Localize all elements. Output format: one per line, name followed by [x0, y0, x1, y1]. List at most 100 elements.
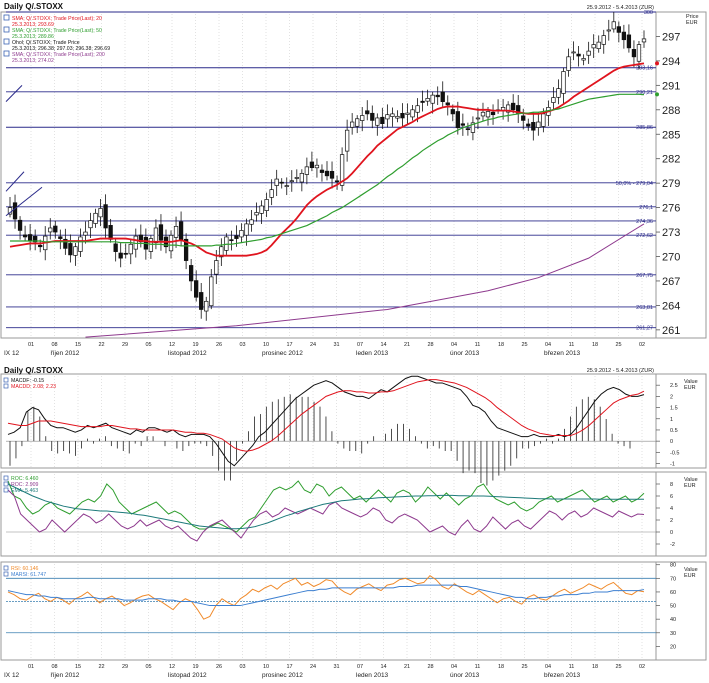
candle-body [561, 71, 566, 94]
candle-body [38, 244, 43, 248]
series-line [7, 379, 645, 452]
candle-body [148, 238, 154, 252]
candle-body [22, 234, 28, 238]
x-tick-label: 24 [310, 664, 316, 670]
legend-icon [3, 377, 9, 383]
candle-body [199, 292, 204, 310]
y-tick-label: 285 [662, 129, 680, 141]
candle-body [88, 220, 93, 229]
level-label: 285,86 [636, 125, 653, 131]
y-tick-label: 8 [670, 482, 673, 488]
panel-frame-price [0, 11, 707, 339]
panel-title: Daily Q/.STOXX [4, 2, 64, 11]
trend-line [5, 171, 25, 192]
level-label: 261,27 [636, 326, 653, 332]
candle-body [314, 164, 320, 169]
candle-body [254, 212, 259, 216]
candle-body [455, 111, 460, 129]
candle-body [128, 243, 133, 255]
x-tick-label: 04 [545, 342, 551, 348]
y-unit-label: Value [684, 477, 698, 483]
x-tick-label: 25 [615, 342, 621, 348]
series-line [7, 489, 645, 542]
legend-entry: MARSI: 61.747 [11, 572, 46, 578]
candle-body [350, 121, 355, 128]
candle-body [214, 260, 219, 275]
candle-body [304, 166, 310, 175]
candle-body [178, 221, 184, 241]
candle-body [556, 88, 561, 98]
candle-body [415, 105, 420, 113]
x-tick-label: 03 [239, 342, 245, 348]
x-tick-label: 10 [263, 664, 269, 670]
x-tick-label: 04 [451, 342, 457, 348]
candle-body [405, 112, 410, 115]
x-tick-label: 24 [310, 342, 316, 348]
legend-entry: SMA; Q/.STOXX; Trade Price(Last); 20 [12, 16, 102, 22]
y-tick-label: 276 [662, 203, 680, 215]
x-tick-label: 26 [216, 342, 222, 348]
candle-body [319, 169, 325, 173]
trend-line [5, 186, 43, 217]
panel-frame-macd [0, 373, 707, 469]
y-tick-label: 291 [662, 80, 680, 92]
candle-body [93, 212, 98, 224]
candle-body [375, 117, 380, 126]
candle-body [526, 123, 531, 127]
legend-icon [3, 383, 9, 389]
candle-body [576, 53, 581, 57]
series-line [7, 574, 645, 620]
candle-body [400, 112, 405, 119]
candle-body [284, 185, 289, 187]
x-tick-label: 18 [592, 664, 598, 670]
candle-body [334, 180, 340, 183]
y-tick-label: 0.5 [670, 428, 678, 434]
legend-entry: RSI: 60.146 [11, 566, 39, 572]
legend-entry: ROC: 6.460 [11, 476, 39, 482]
x-tick-label: 25 [615, 664, 621, 670]
legend-entry: MACDF: -0.15 [11, 378, 44, 384]
sma-icon [3, 26, 10, 33]
candle-body [309, 161, 315, 169]
x-tick-label: 17 [286, 342, 292, 348]
candle-body [566, 56, 571, 71]
x-tick-label: 02 [639, 342, 645, 348]
candle-body [425, 98, 430, 102]
level-label: 263,81 [636, 305, 653, 311]
candle-body [370, 112, 375, 121]
candle-body [17, 219, 23, 231]
candle-body [616, 26, 621, 33]
candle-body [531, 122, 536, 131]
candle-body [68, 243, 73, 256]
x-tick-label: 15 [75, 664, 81, 670]
y-unit-label: Value [684, 379, 698, 385]
candle-body [591, 44, 596, 49]
candle-body [274, 178, 279, 186]
series-line [7, 584, 645, 607]
legend-entry: 25.3.2013; 289.86 [12, 34, 54, 40]
candle-body [219, 246, 224, 258]
x-tick-label: 21 [404, 664, 410, 670]
candle-body [153, 227, 159, 243]
y-tick-label: 1 [670, 417, 673, 423]
candle-body [390, 113, 395, 117]
x-tick-label: 07 [357, 664, 363, 670]
level-label: 267,75 [636, 273, 653, 279]
y-tick-label: 267 [662, 276, 680, 288]
x-month-label: prosinec 2012 [262, 672, 303, 679]
y-tick-label: 264 [662, 300, 680, 312]
y-tick-label: -0.5 [670, 450, 679, 456]
y-tick-label: 279 [662, 178, 680, 190]
candle-body [73, 246, 78, 256]
y-tick-label: 2.5 [670, 383, 678, 389]
candle-body [631, 49, 637, 58]
legend-entry: 25.3.2013; 296.38; 297.03; 296.38; 296.6… [12, 46, 110, 52]
level-label: 290,21 [636, 90, 653, 96]
x-tick-label: 08 [51, 342, 57, 348]
candle-body [103, 204, 108, 229]
candle-body [98, 208, 103, 218]
x-tick-label: 11 [475, 664, 481, 670]
candle-body [173, 225, 179, 238]
candle-body [83, 231, 88, 236]
